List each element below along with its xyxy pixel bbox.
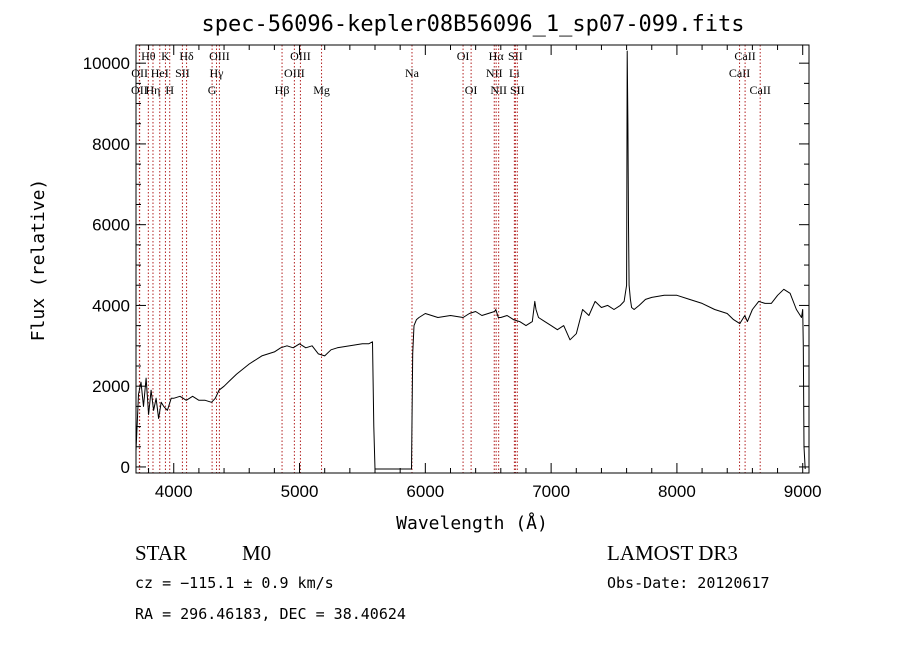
- y-tick-label-4: 8000: [92, 135, 130, 154]
- y-axis: 0 2000 4000 6000 8000 10000: [83, 54, 809, 477]
- line-label-14: OIII: [290, 49, 311, 63]
- line-label-12: Hβ: [275, 83, 290, 97]
- subclass: M0: [242, 541, 271, 565]
- line-label-6: H: [165, 83, 174, 97]
- x-axis: 4000 5000 6000 7000 8000 9000: [148, 45, 822, 501]
- line-label-5: K: [161, 49, 170, 63]
- line-label-13: OIII: [284, 66, 305, 80]
- x-tick-label-1: 5000: [281, 482, 319, 501]
- line-label-26: CaII: [734, 49, 755, 63]
- line-label-0: OII: [131, 83, 148, 97]
- plot-frame: [135, 44, 810, 474]
- line-label-9: G: [208, 83, 217, 97]
- x-axis-label: Wavelength (Å): [396, 512, 548, 534]
- line-label-25: CaII: [729, 66, 750, 80]
- line-label-1: OII: [131, 66, 148, 80]
- line-label-24: SII: [510, 83, 525, 97]
- y-axis-label: Flux (relative): [28, 179, 49, 342]
- line-label-17: OI: [457, 49, 470, 63]
- line-label-21: NII: [490, 83, 507, 97]
- line-label-15: Mg: [313, 83, 330, 97]
- line-label-19: NII: [486, 66, 503, 80]
- line-label-7: SII: [175, 66, 190, 80]
- line-label-22: Li: [509, 66, 520, 80]
- line-label-4: HeI: [151, 66, 169, 80]
- line-label-3: Hη: [146, 83, 161, 97]
- line-label-8: Hδ: [179, 49, 194, 63]
- chart-title: spec-56096-kepler08B56096_1_sp07-099.fit…: [201, 12, 744, 37]
- series-line-0: [135, 50, 806, 470]
- redshift-value: cz = −115.1 ± 0.9 km/s: [135, 574, 334, 592]
- line-label-10: Hγ: [210, 66, 225, 80]
- survey-name: LAMOST DR3: [607, 541, 738, 565]
- x-tick-label-4: 8000: [658, 482, 696, 501]
- line-label-20: Hα: [489, 49, 505, 63]
- line-label-27: CaII: [750, 83, 771, 97]
- line-label-18: OI: [465, 83, 478, 97]
- obs-date: Obs-Date: 20120617: [607, 574, 770, 592]
- line-label-23: SII: [508, 49, 523, 63]
- y-tick-label-2: 4000: [92, 296, 130, 315]
- line-label-16: Na: [405, 66, 420, 80]
- x-tick-label-2: 6000: [406, 482, 444, 501]
- coordinates: RA = 296.46183, DEC = 38.40624: [135, 605, 406, 623]
- y-tick-label-0: 0: [121, 458, 130, 477]
- line-label-2: Hθ: [141, 49, 156, 63]
- y-tick-label-5: 10000: [83, 54, 130, 73]
- object-class: STAR: [135, 541, 187, 565]
- y-tick-label-1: 2000: [92, 377, 130, 396]
- spectral-line-markers: OIIOIIHθHηHeIKHSIIHδGHγOIIIHβOIIIOIIIMgN…: [131, 45, 771, 473]
- x-tick-label-3: 7000: [532, 482, 570, 501]
- spectrum-series: [135, 50, 806, 470]
- x-tick-label-5: 9000: [784, 482, 822, 501]
- line-label-11: OIII: [209, 49, 230, 63]
- y-tick-label-3: 6000: [92, 216, 130, 235]
- x-tick-label-0: 4000: [155, 482, 193, 501]
